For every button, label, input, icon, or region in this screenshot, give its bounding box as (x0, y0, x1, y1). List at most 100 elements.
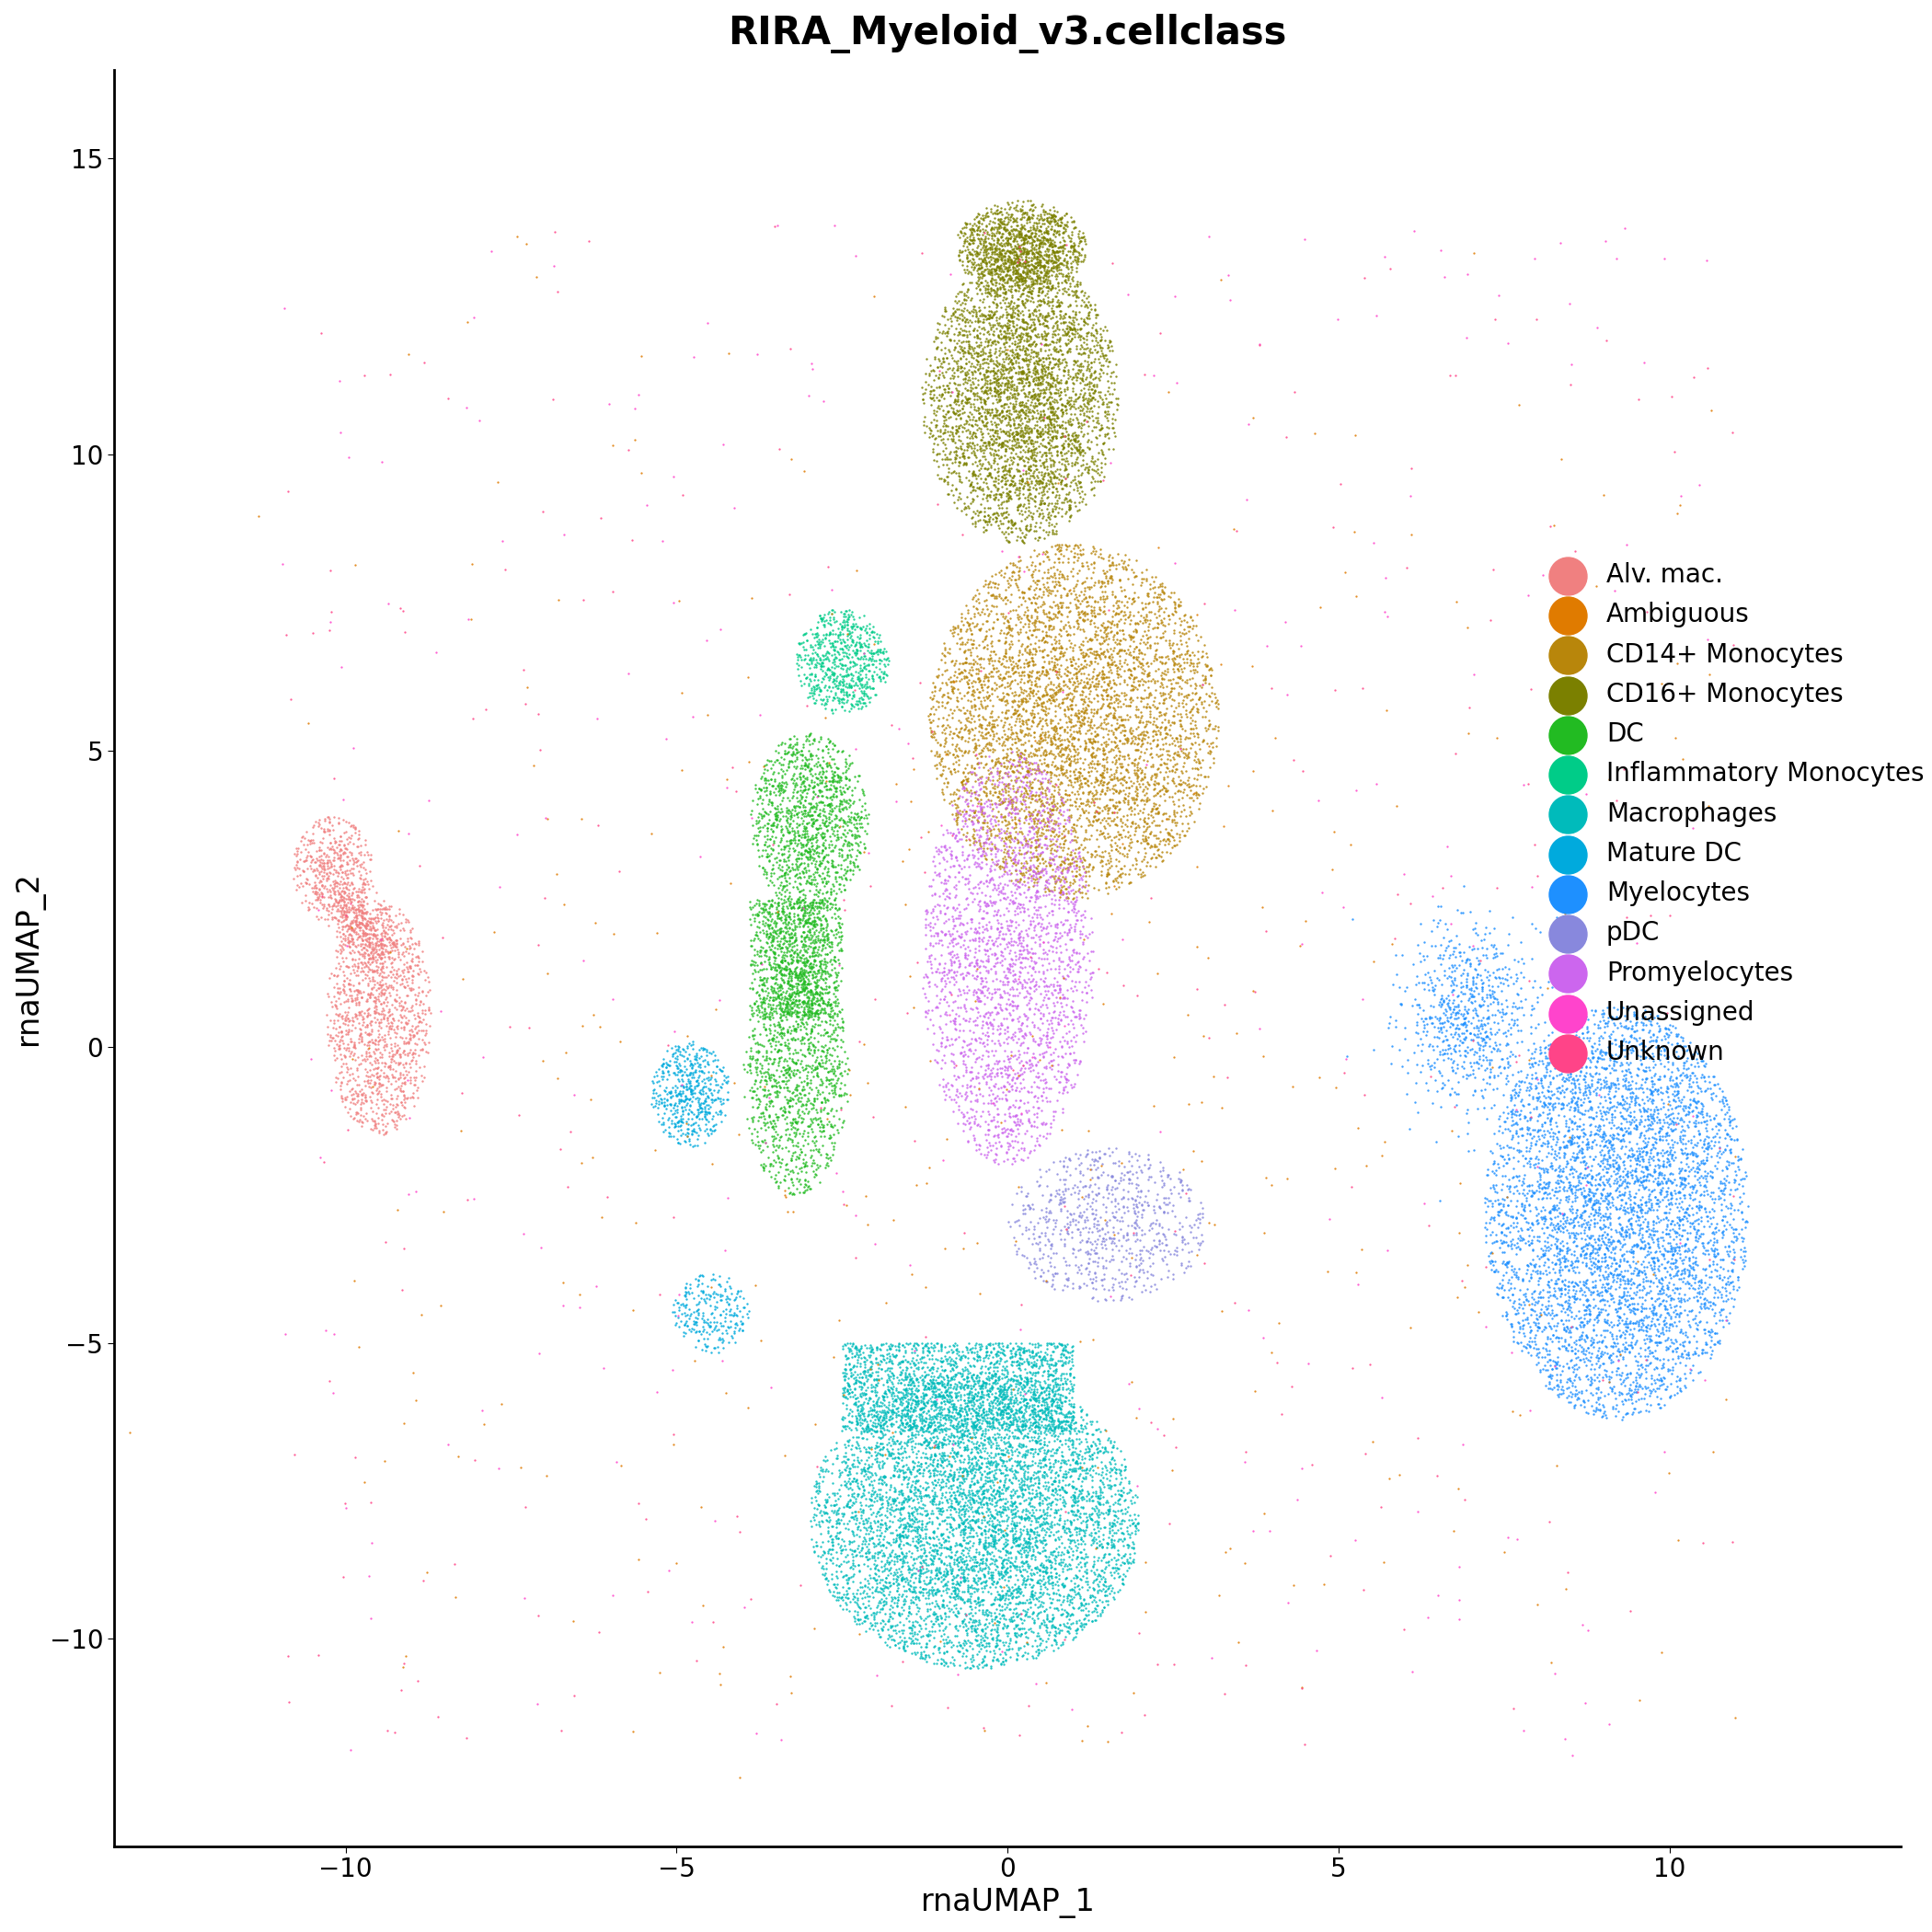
Macrophages (952, 1381, 983, 1412)
Macrophages (1005, 1472, 1036, 1503)
DC (769, 920, 800, 951)
Inflammatory Monocytes (829, 661, 860, 692)
Myelocytes (1675, 1217, 1706, 1248)
CD16+ Monocytes (1007, 371, 1037, 402)
DC (813, 1068, 844, 1099)
Myelocytes (1505, 1099, 1536, 1130)
Myelocytes (1563, 1165, 1594, 1196)
pDC (1034, 1198, 1065, 1229)
DC (767, 978, 798, 1009)
Macrophages (1055, 1461, 1086, 1492)
CD16+ Monocytes (983, 435, 1014, 466)
Mature DC (672, 1124, 703, 1155)
DC (796, 765, 827, 796)
Macrophages (831, 1594, 862, 1625)
DC (782, 898, 813, 929)
Macrophages (912, 1374, 943, 1405)
Myelocytes (1522, 1279, 1553, 1310)
DC (802, 964, 833, 995)
Macrophages (821, 1563, 852, 1594)
Promyelocytes (993, 954, 1024, 985)
DC (815, 1001, 846, 1032)
Macrophages (1119, 1528, 1150, 1559)
Macrophages (964, 1553, 995, 1584)
Inflammatory Monocytes (866, 657, 896, 688)
Mature DC (696, 1279, 726, 1310)
DC (775, 902, 806, 933)
DC (792, 933, 823, 964)
Myelocytes (1634, 1378, 1665, 1408)
Alv. mac. (323, 802, 354, 833)
Alv. mac. (282, 869, 313, 900)
Promyelocytes (987, 879, 1018, 910)
CD14+ Monocytes (995, 842, 1026, 873)
pDC (1022, 1229, 1053, 1260)
Alv. mac. (313, 815, 344, 846)
CD14+ Monocytes (1078, 697, 1109, 728)
CD14+ Monocytes (954, 603, 985, 634)
DC (837, 819, 867, 850)
Macrophages (925, 1428, 956, 1459)
Promyelocytes (985, 802, 1016, 833)
Macrophages (906, 1509, 937, 1540)
Myelocytes (1567, 1376, 1598, 1406)
DC (740, 1051, 771, 1082)
Macrophages (873, 1341, 904, 1372)
Promyelocytes (1032, 802, 1063, 833)
CD14+ Monocytes (1097, 790, 1128, 821)
Macrophages (914, 1432, 945, 1463)
CD14+ Monocytes (1113, 800, 1144, 831)
CD14+ Monocytes (1132, 626, 1163, 657)
Myelocytes (1633, 1246, 1663, 1277)
DC (819, 759, 850, 790)
Inflammatory Monocytes (840, 614, 871, 645)
CD16+ Monocytes (978, 444, 1009, 475)
Mature DC (711, 1294, 742, 1325)
Myelocytes (1486, 1236, 1517, 1267)
CD14+ Monocytes (1153, 609, 1184, 639)
CD16+ Monocytes (1003, 242, 1034, 272)
pDC (1074, 1180, 1105, 1211)
Myelocytes (1636, 1068, 1667, 1099)
Macrophages (980, 1439, 1010, 1470)
Macrophages (1001, 1598, 1032, 1629)
Myelocytes (1644, 1364, 1675, 1395)
Macrophages (1001, 1621, 1032, 1652)
pDC (1061, 1153, 1092, 1184)
CD14+ Monocytes (1132, 802, 1163, 833)
Macrophages (1119, 1488, 1150, 1519)
Macrophages (952, 1474, 983, 1505)
Macrophages (920, 1617, 951, 1648)
Alv. mac. (334, 914, 365, 945)
CD14+ Monocytes (1109, 786, 1140, 817)
Myelocytes (1605, 1260, 1636, 1291)
CD14+ Monocytes (980, 750, 1010, 781)
CD16+ Monocytes (970, 214, 1001, 245)
Mature DC (659, 1088, 690, 1119)
DC (817, 867, 848, 898)
Macrophages (1005, 1343, 1036, 1374)
CD14+ Monocytes (1030, 790, 1061, 821)
CD16+ Monocytes (966, 263, 997, 294)
Alv. mac. (336, 1078, 367, 1109)
Unassigned (1594, 1708, 1625, 1739)
Myelocytes (1447, 970, 1478, 1001)
DC (817, 744, 848, 775)
DC (755, 898, 786, 929)
Macrophages (827, 1457, 858, 1488)
Myelocytes (1501, 1107, 1532, 1138)
DC (746, 964, 777, 995)
Macrophages (981, 1617, 1012, 1648)
CD16+ Monocytes (943, 309, 974, 340)
Mature DC (699, 1115, 730, 1146)
Promyelocytes (980, 804, 1010, 835)
Myelocytes (1497, 1279, 1528, 1310)
CD16+ Monocytes (1055, 437, 1086, 468)
DC (765, 796, 796, 827)
CD14+ Monocytes (964, 711, 995, 742)
Macrophages (912, 1387, 943, 1418)
Macrophages (1018, 1349, 1049, 1379)
CD16+ Monocytes (945, 319, 976, 350)
CD14+ Monocytes (1045, 877, 1076, 908)
Alv. mac. (319, 827, 350, 858)
